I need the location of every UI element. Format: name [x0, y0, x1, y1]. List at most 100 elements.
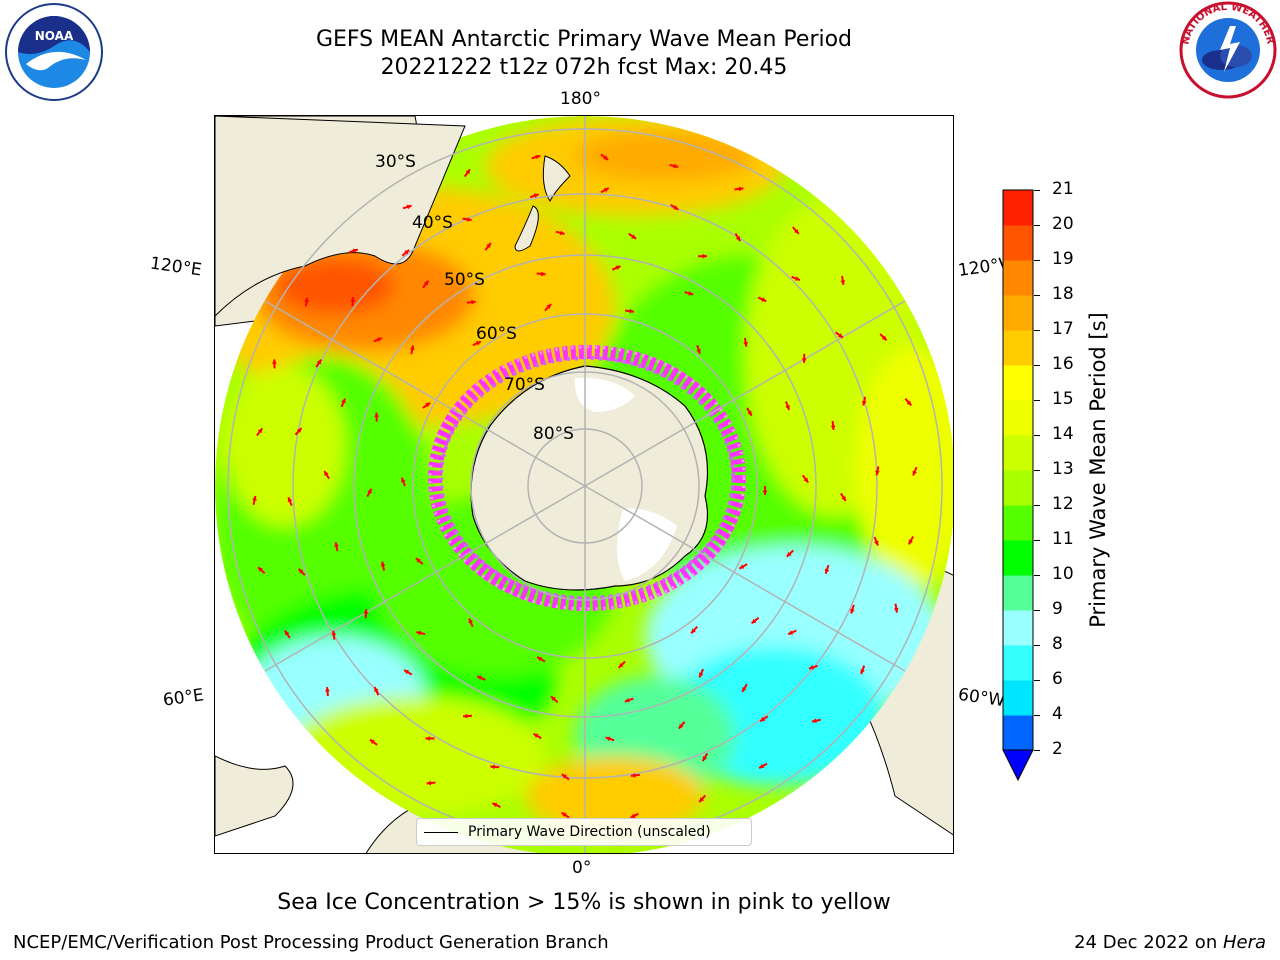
- wave-arrow-head: [837, 333, 843, 338]
- lat-label-80s: 80°S: [533, 424, 574, 444]
- wave-arrow-head: [751, 618, 757, 624]
- wave-arrow-head: [409, 345, 415, 351]
- lon-label-120e: 120°E: [148, 253, 203, 281]
- colorbar-tick-label: 15: [1052, 389, 1074, 409]
- wave-arrow-head: [406, 204, 412, 210]
- wave-arrow-head: [631, 234, 637, 239]
- wave-arrow-head: [742, 686, 747, 692]
- legend-label: Primary Wave Direction (unscaled): [468, 824, 711, 840]
- wave-arrow-head: [786, 551, 792, 557]
- colorbar-tick-mark: [1034, 365, 1040, 366]
- wave-arrow-head: [615, 265, 621, 271]
- wave-arrow-head: [624, 697, 630, 703]
- wave-arrow-head: [841, 495, 846, 501]
- wave-arrow-head: [540, 271, 546, 277]
- wave-arrow-head: [331, 630, 337, 636]
- colorbar-segment: [1003, 295, 1033, 331]
- wave-arrow-head: [550, 696, 556, 702]
- lat-label-30s: 30°S: [375, 152, 416, 172]
- wave-arrow-head: [471, 299, 476, 305]
- colorbar-tick-mark: [1034, 190, 1040, 191]
- noaa-logo-icon: NOAA: [5, 3, 103, 101]
- wave-arrow-head: [477, 675, 483, 681]
- wave-arrow-head: [875, 470, 880, 476]
- wave-arrow-head: [352, 248, 358, 254]
- wave-arrow-head: [908, 539, 914, 545]
- wave-arrow-head: [761, 297, 767, 302]
- wave-arrow-head: [702, 253, 708, 259]
- wave-arrow-head: [380, 561, 386, 567]
- colorbar-segment: [1003, 260, 1033, 296]
- colorbar-tick-mark: [1034, 645, 1040, 646]
- colorbar-label: Primary Wave Mean Period [s]: [1086, 312, 1110, 628]
- wave-arrow-head: [401, 477, 406, 483]
- wave-arrow-head: [673, 163, 679, 169]
- wave-arrow-head: [341, 398, 346, 404]
- wave-arrow-head: [738, 186, 744, 192]
- colorbar-tick-label: 18: [1052, 284, 1074, 304]
- wave-arrow-head: [374, 687, 379, 693]
- wave-arrow-head: [304, 297, 309, 303]
- chart-subtitle-forecast: 20221222 t12z 072h fcst Max: 20.45: [380, 55, 788, 80]
- wave-arrow-head: [367, 488, 372, 494]
- chart-title: GEFS MEAN Antarctic Primary Wave Mean Pe…: [315, 27, 853, 52]
- wave-arrow-head: [533, 733, 539, 739]
- land-shapes: [215, 116, 709, 591]
- wave-arrow-head: [465, 169, 471, 175]
- colorbar-tick-label: 2: [1052, 739, 1063, 759]
- lat-label-60s: 60°S: [476, 324, 517, 344]
- wave-arrow-head: [404, 249, 410, 255]
- wave-arrow-head: [287, 497, 293, 503]
- colorbar-tick-label: 21: [1052, 179, 1074, 199]
- wave-arrow-head: [252, 495, 257, 501]
- wave-arrow-head: [537, 657, 543, 662]
- wave-arrow-head: [284, 630, 290, 636]
- wave-arrow-head: [747, 410, 752, 416]
- colorbar-segment: [1003, 330, 1033, 366]
- wave-arrow-head: [630, 813, 636, 818]
- wave-arrow-head: [759, 763, 765, 769]
- colorbar-tick-label: 13: [1052, 459, 1074, 479]
- wave-arrow-head: [334, 542, 339, 547]
- wave-arrow-head: [860, 669, 865, 675]
- wave-arrow-head: [463, 713, 468, 719]
- wave-arrow-head: [678, 723, 684, 729]
- colorbar-tick-mark: [1034, 505, 1040, 506]
- colorbar-tick-label: 17: [1052, 319, 1074, 339]
- colorbar-tick-mark: [1034, 610, 1040, 611]
- legend-line-swatch: [424, 831, 458, 833]
- wave-arrow-head: [673, 205, 679, 210]
- wave-arrow-head: [824, 568, 830, 574]
- wave-arrow-head: [404, 670, 410, 675]
- wave-arrow-head: [561, 774, 567, 779]
- wave-arrow-head: [533, 193, 539, 198]
- colorbar-segment: [1003, 680, 1033, 716]
- wave-arrow-head: [374, 412, 379, 418]
- wave-arrow-head: [808, 665, 814, 670]
- wave-arrow-head: [258, 567, 263, 572]
- wave-arrow-head: [468, 618, 474, 624]
- noaa-logo-text: NOAA: [35, 29, 74, 43]
- nws-logo-icon: NATIONAL WEATHER SERVICE: [1176, 0, 1277, 99]
- polar-map-canvas: [215, 116, 953, 853]
- wave-arrow-head: [688, 291, 694, 296]
- colorbar-tick-label: 6: [1052, 669, 1063, 689]
- colorbar-segment: [1003, 540, 1033, 576]
- colorbar: [1002, 189, 1034, 782]
- wave-arrow-head: [699, 797, 704, 803]
- wave-arrow-head: [475, 341, 481, 346]
- wave-arrow-head: [735, 236, 741, 242]
- colorbar-tick-mark: [1034, 750, 1040, 751]
- colorbar-segment: [1003, 505, 1033, 541]
- wave-arrow-head: [559, 230, 565, 236]
- colorbar-segment: [1003, 190, 1033, 226]
- wave-arrow-head: [603, 155, 609, 160]
- lon-label-60e: 60°E: [161, 685, 206, 711]
- wave-arrow-head: [426, 780, 432, 786]
- wave-arrow-head: [743, 342, 749, 347]
- wave-arrow-head: [486, 243, 491, 248]
- wave-arrow-head: [702, 756, 708, 762]
- colorbar-tick-mark: [1034, 715, 1040, 716]
- wave-arrow-head: [785, 404, 790, 410]
- colorbar-tick-label: 12: [1052, 494, 1074, 514]
